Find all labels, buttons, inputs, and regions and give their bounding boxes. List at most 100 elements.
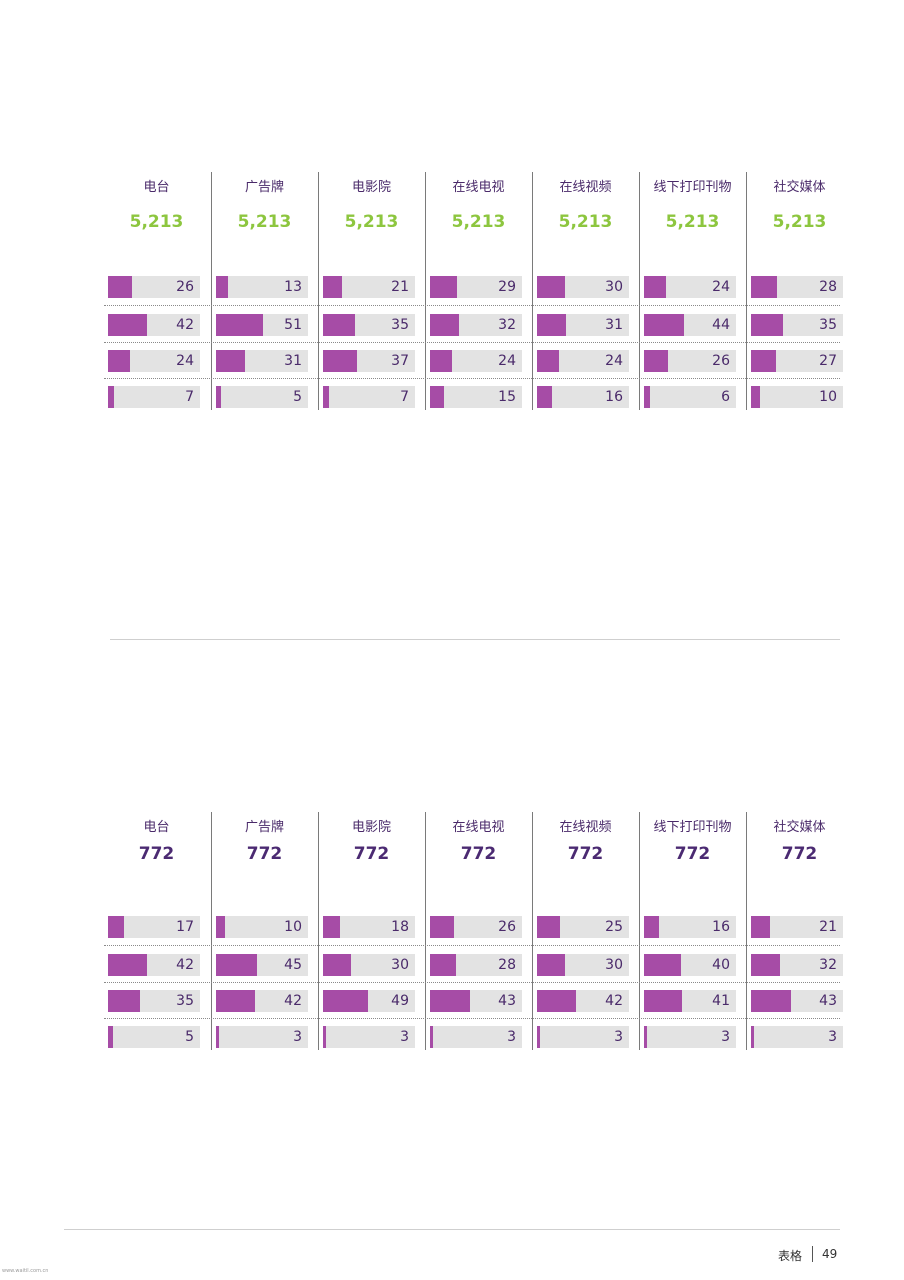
bar-track: 15 [430,386,522,408]
data-label: 16 [605,389,623,405]
channel-column: 在线视频 772 25 30 42 3 [532,812,638,1050]
channel-column: 在线电视 5,213 29 32 24 15 [425,172,531,410]
bar-track: 3 [751,1026,843,1048]
channel-header: 线下打印刊物 [653,180,732,195]
data-label: 32 [819,957,837,973]
data-label: 3 [293,1029,302,1045]
bar-track: 16 [537,386,629,408]
bar-track: 42 [108,954,200,976]
bar-track: 43 [430,990,522,1012]
page-number: 49 [822,1247,838,1261]
bar-track: 43 [751,990,843,1012]
bar [430,1026,433,1048]
data-label: 5 [293,389,302,405]
bar [537,990,576,1012]
bar-track: 18 [323,916,415,938]
bar [430,314,459,336]
bar-track: 3 [216,1026,308,1048]
data-label: 7 [400,389,409,405]
data-label: 15 [498,389,516,405]
bar [216,386,221,408]
data-label: 43 [498,993,516,1009]
channel-header: 在线视频 [559,180,612,195]
bar [216,314,263,336]
bar [323,314,355,336]
bar [751,350,776,372]
data-label: 35 [819,317,837,333]
bar-track: 26 [430,916,522,938]
bar-track: 24 [108,350,200,372]
data-label: 31 [605,317,623,333]
bar [323,954,351,976]
bar-track: 30 [537,954,629,976]
data-label: 10 [284,919,302,935]
sample-size: 5,213 [772,212,827,232]
data-label: 13 [284,279,302,295]
bar [537,954,565,976]
data-label: 21 [391,279,409,295]
channel-header: 广告牌 [244,180,284,195]
sample-size: 5,213 [344,212,399,232]
channel-column: 社交媒体 772 21 32 43 3 [746,812,852,1050]
data-label: 31 [284,353,302,369]
data-label: 29 [498,279,516,295]
channel-column: 电影院 5,213 21 35 37 7 [318,172,424,410]
data-label: 43 [819,993,837,1009]
watermark: www.waitil.com.cn [2,1268,49,1274]
data-label: 42 [284,993,302,1009]
bar-track: 28 [430,954,522,976]
data-label: 3 [507,1029,516,1045]
bar-track: 24 [537,350,629,372]
sample-size: 5,213 [129,212,184,232]
bar-track: 21 [323,276,415,298]
data-label: 37 [391,353,409,369]
bar [216,276,228,298]
bar [216,1026,219,1048]
bar [644,276,666,298]
bar [430,386,444,408]
bar [537,1026,540,1048]
data-label: 30 [605,957,623,973]
bar-track: 31 [537,314,629,336]
data-label: 42 [176,957,194,973]
data-label: 24 [605,353,623,369]
bar [323,990,368,1012]
channel-column: 广告牌 5,213 13 51 31 5 [211,172,317,410]
bar-track: 41 [644,990,736,1012]
bar [108,314,147,336]
data-label: 16 [712,919,730,935]
data-label: 3 [400,1029,409,1045]
bar-track: 26 [108,276,200,298]
data-label: 3 [614,1029,623,1045]
data-label: 28 [819,279,837,295]
data-label: 6 [721,389,730,405]
data-label: 49 [391,993,409,1009]
bar [108,276,132,298]
bar-track: 5 [108,1026,200,1048]
bar [323,350,357,372]
bar-track: 3 [323,1026,415,1048]
bar-track: 5 [216,386,308,408]
sample-size: 772 [567,844,604,864]
bar-track: 30 [537,276,629,298]
bar-track: 3 [537,1026,629,1048]
data-label: 3 [828,1029,837,1045]
channel-header: 社交媒体 [773,180,826,195]
bar-track: 27 [751,350,843,372]
bar [751,386,760,408]
data-label: 45 [284,957,302,973]
sample-size: 5,213 [665,212,720,232]
bar [323,386,329,408]
bar-track: 10 [216,916,308,938]
channel-header: 在线电视 [452,820,505,835]
bar [216,990,255,1012]
bar [430,916,454,938]
footer-section-label: 表格 [777,1249,802,1263]
bar-track: 7 [108,386,200,408]
data-label: 24 [176,353,194,369]
bar [108,954,147,976]
row-separator [104,342,840,343]
bar [216,350,245,372]
data-label: 42 [605,993,623,1009]
channel-column: 线下打印刊物 5,213 24 44 26 6 [639,172,745,410]
